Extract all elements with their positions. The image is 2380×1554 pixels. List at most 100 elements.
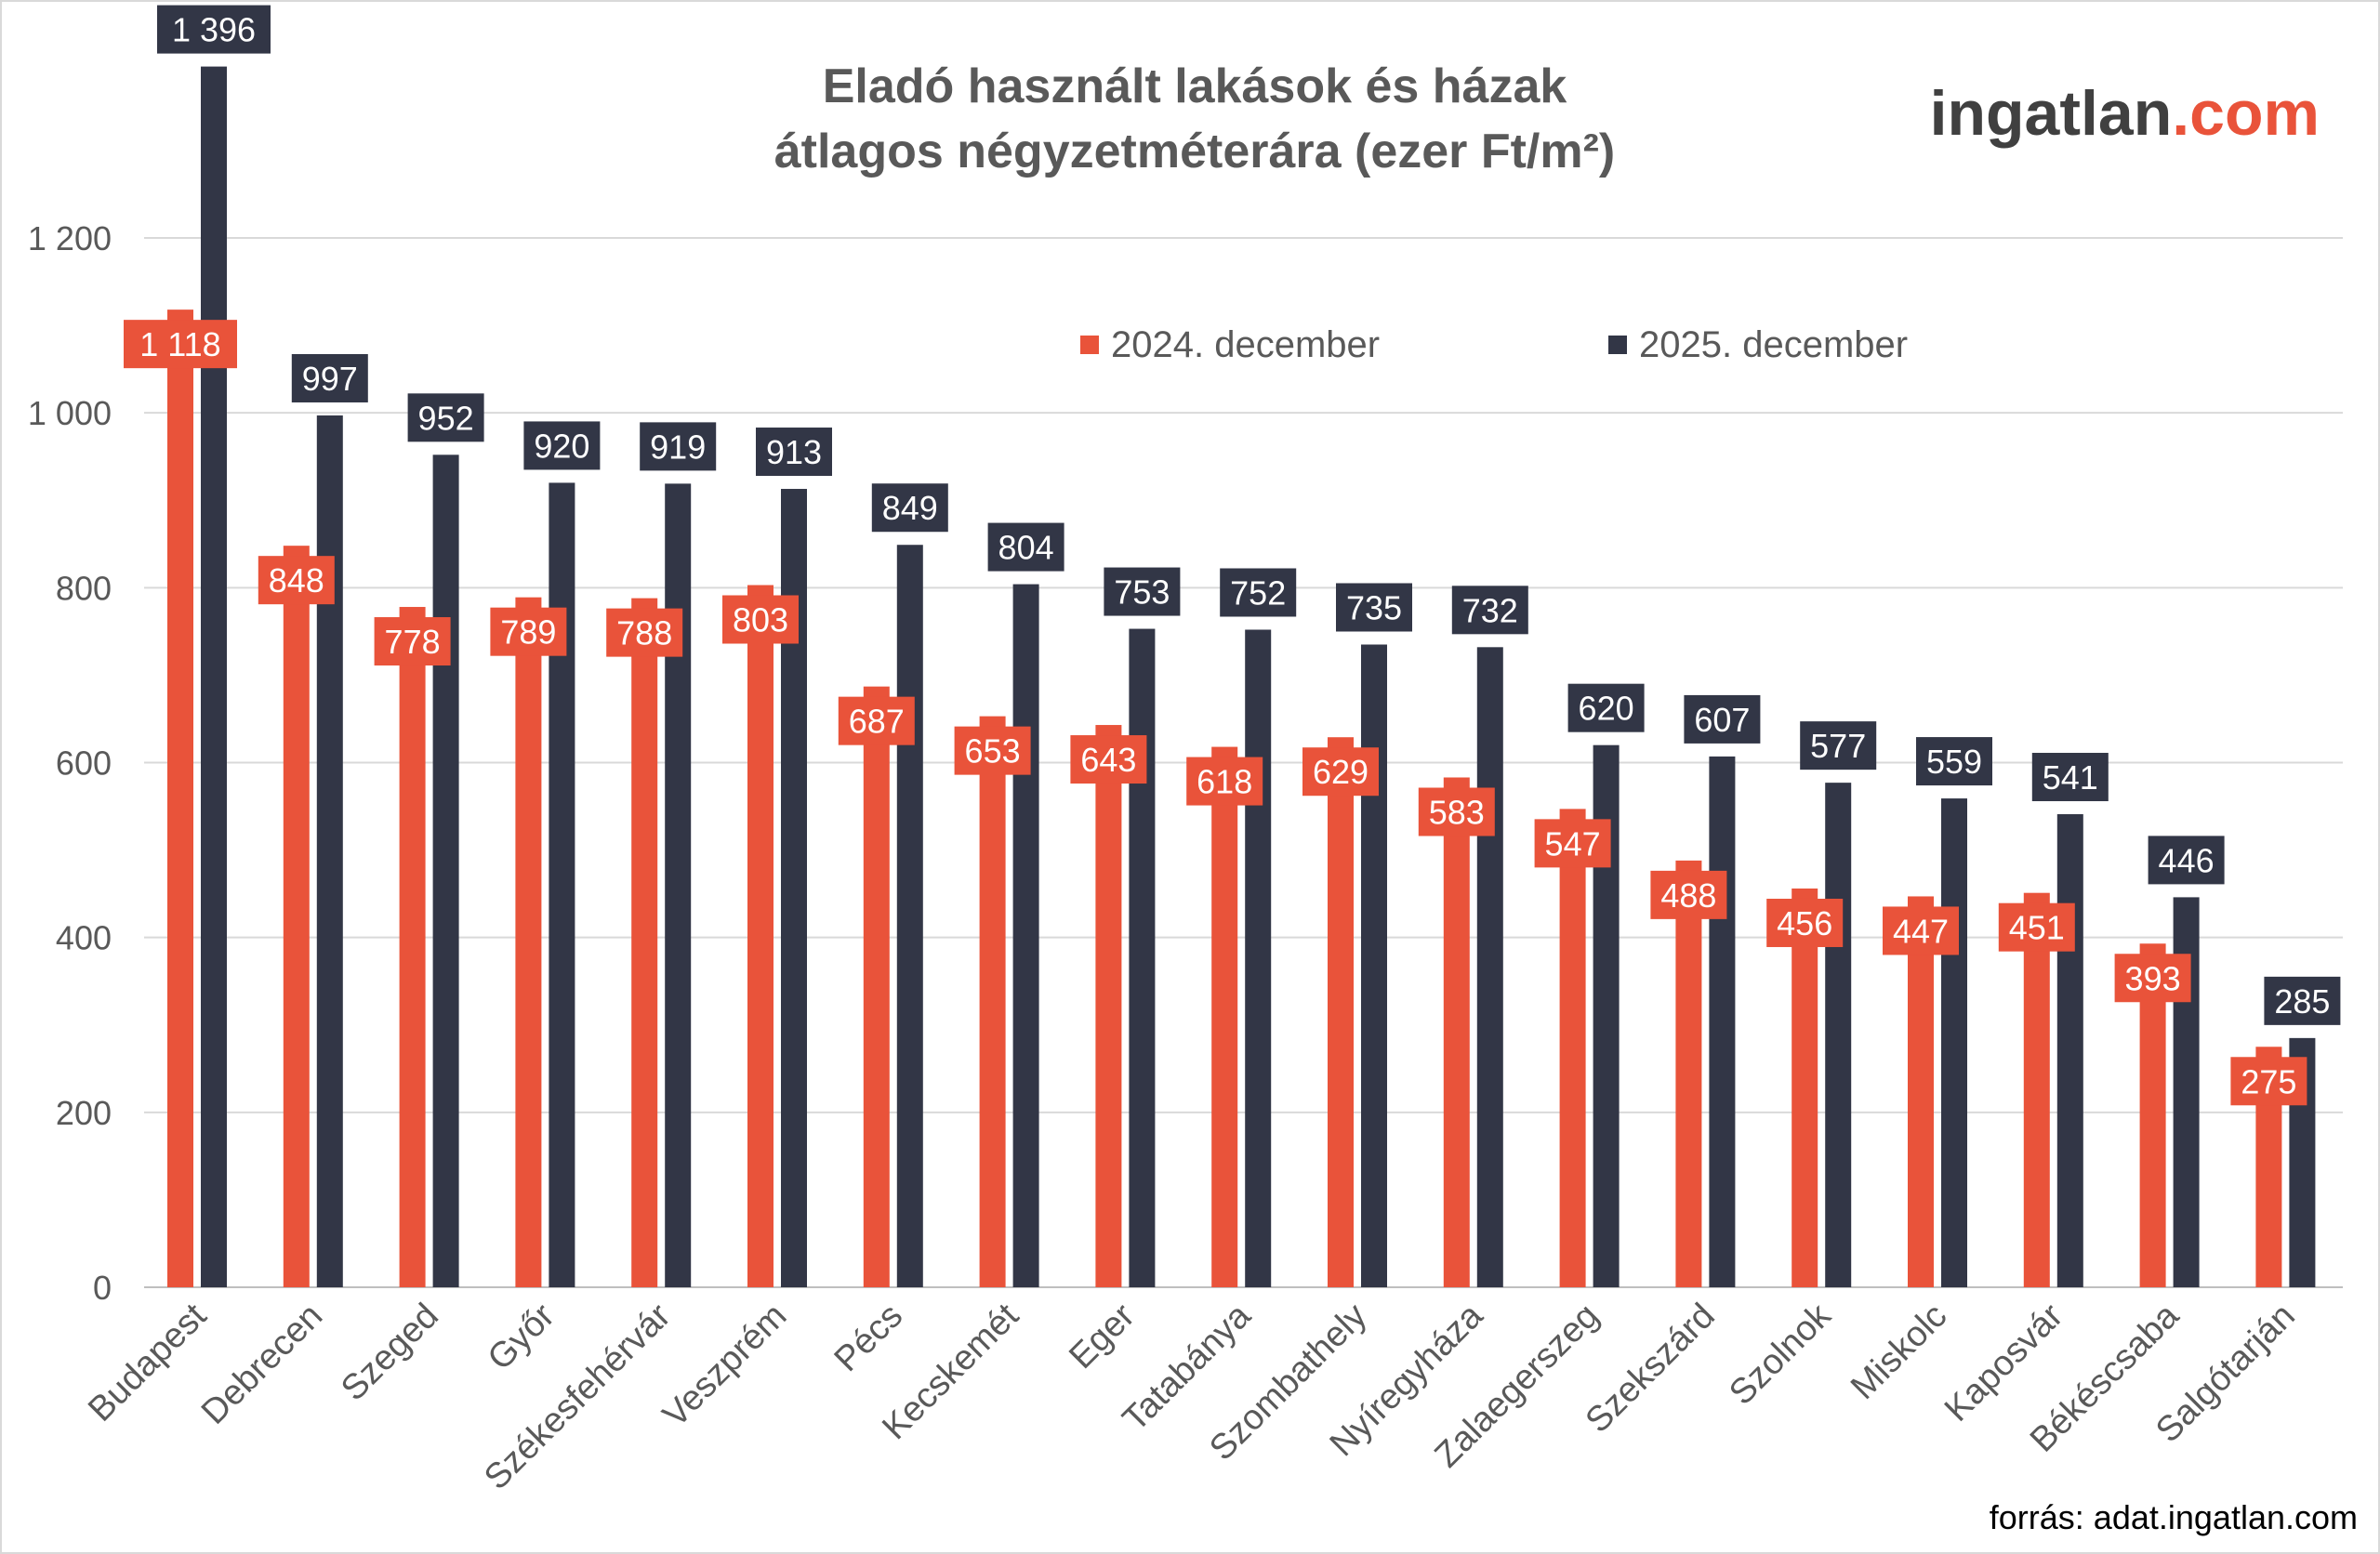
data-label-box	[407, 393, 484, 442]
data-label-box	[1302, 747, 1379, 797]
data-label-box	[987, 522, 1064, 572]
data-label: 913	[766, 433, 822, 471]
bar-2025	[1129, 628, 1156, 1287]
data-label-box	[374, 617, 451, 666]
data-label: 687	[849, 703, 905, 741]
data-label-box	[1104, 567, 1181, 616]
data-label-box	[1567, 683, 1645, 732]
data-label: 778	[385, 623, 441, 661]
x-tick-label: Szeged	[334, 1297, 446, 1409]
data-label-box	[1418, 787, 1495, 836]
bar-2024	[2023, 892, 2050, 1287]
data-label: 803	[733, 601, 788, 639]
data-label: 393	[2125, 959, 2181, 997]
data-label: 577	[1810, 727, 1866, 765]
data-label-box	[1916, 737, 1992, 786]
data-label: 653	[965, 732, 1021, 770]
y-tick-label: 0	[93, 1269, 112, 1307]
bar-2024	[515, 597, 542, 1287]
data-label: 849	[882, 489, 938, 527]
data-label: 788	[616, 614, 672, 652]
data-label-box	[756, 428, 832, 477]
x-tick-label: Eger	[1062, 1296, 1143, 1376]
data-label-box	[124, 320, 237, 369]
data-label-box	[490, 607, 567, 656]
data-label: 618	[1197, 763, 1252, 801]
data-label: 848	[269, 561, 324, 599]
data-label-box	[157, 5, 271, 54]
bar-2025	[1245, 629, 1272, 1287]
data-label-box	[1336, 583, 1412, 632]
x-tick-label: Szolnok	[1722, 1296, 1839, 1413]
x-tick-label: Miskolc	[1844, 1297, 1954, 1407]
bar-2025	[896, 545, 923, 1287]
data-label: 732	[1462, 591, 1518, 629]
bar-2024	[1559, 809, 1586, 1287]
bar-2025	[432, 454, 459, 1287]
data-label: 451	[2009, 909, 2065, 947]
data-label-box	[1220, 568, 1297, 617]
bar-2024	[1443, 777, 1470, 1287]
data-label-box	[954, 726, 1031, 775]
bar-2025	[1825, 783, 1852, 1287]
data-label-box	[1998, 902, 2075, 952]
bar-2024	[167, 309, 193, 1288]
data-label-box	[291, 353, 368, 402]
data-label: 920	[534, 427, 589, 465]
legend-label-2025: 2025. december	[1639, 324, 1908, 365]
data-label-box	[2114, 954, 2191, 1003]
x-tick-label: Veszprém	[655, 1297, 794, 1435]
data-label-box	[2230, 1057, 2307, 1106]
data-label: 997	[302, 360, 358, 398]
data-label-box	[2264, 976, 2341, 1025]
legend-label-2024: 2024. december	[1111, 324, 1380, 365]
chart-title-line-1: Eladó használt lakások és házak	[823, 59, 1567, 113]
bar-2024	[399, 607, 426, 1287]
data-label: 620	[1579, 690, 1634, 728]
data-label: 1 118	[139, 325, 220, 363]
y-tick-label: 400	[56, 919, 112, 957]
source-note: forrás: adat.ingatlan.com	[1990, 1498, 2358, 1536]
y-tick-label: 800	[56, 569, 112, 607]
data-label: 735	[1346, 588, 1402, 626]
bar-2024	[1095, 725, 1122, 1287]
bar-2025	[665, 483, 692, 1287]
bar-2024	[1328, 737, 1354, 1287]
x-tick-label: Pécs	[827, 1297, 910, 1379]
x-tick-label: Debrecen	[194, 1297, 330, 1432]
data-label-box	[1883, 906, 1959, 955]
x-tick-label: Győr	[481, 1296, 562, 1377]
bar-2025	[1361, 644, 1387, 1287]
data-label-box	[1650, 870, 1727, 919]
bar-2025	[316, 415, 343, 1288]
data-label-box	[2031, 753, 2109, 802]
data-label: 919	[650, 428, 706, 466]
bar-2024	[1675, 860, 1702, 1287]
data-label-box	[1766, 898, 1844, 947]
data-label: 547	[1545, 824, 1601, 863]
bar-2024	[1792, 888, 1818, 1287]
data-label: 583	[1429, 793, 1485, 831]
data-label-box	[1684, 694, 1761, 744]
bar-2024	[1211, 746, 1238, 1287]
data-label: 1 396	[172, 11, 256, 49]
data-label: 804	[998, 529, 1054, 567]
data-label: 559	[1926, 743, 1982, 781]
data-label-box	[871, 483, 948, 533]
data-label-box	[523, 421, 601, 470]
data-label: 789	[500, 613, 556, 652]
data-label: 456	[1777, 904, 1832, 942]
data-label-box	[258, 556, 335, 605]
y-tick-label: 1 200	[28, 219, 112, 257]
data-label: 752	[1230, 573, 1286, 612]
data-label: 607	[1694, 701, 1750, 739]
bar-2025	[1941, 798, 1967, 1287]
data-label: 753	[1114, 573, 1170, 612]
data-label-box	[606, 608, 683, 657]
data-label-box	[1451, 586, 1528, 635]
bar-2025	[2056, 814, 2083, 1287]
data-label-box	[1070, 735, 1147, 784]
legend-swatch-2024	[1080, 336, 1099, 354]
